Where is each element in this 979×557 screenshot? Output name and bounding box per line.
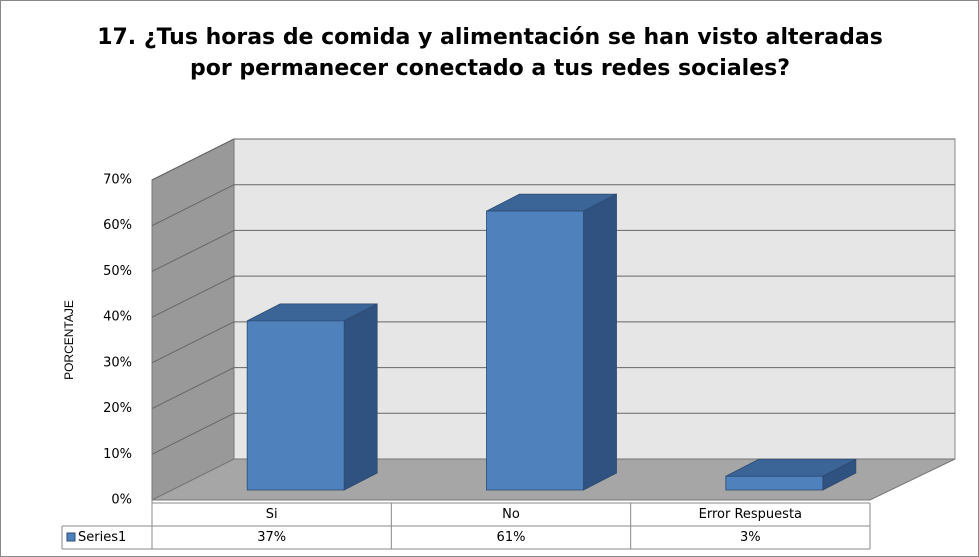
y-axis-label: PORCENTAJE bbox=[62, 300, 76, 380]
x-tick-label: Si bbox=[266, 507, 278, 522]
y-tick-label: 40% bbox=[103, 310, 132, 325]
bar bbox=[725, 458, 857, 491]
legend-key bbox=[66, 532, 76, 542]
grid-line bbox=[151, 229, 235, 272]
y-tick-label: 10% bbox=[103, 447, 132, 462]
bar bbox=[246, 303, 378, 491]
y-tick-label: 60% bbox=[103, 218, 132, 233]
y-tick-label: 0% bbox=[111, 493, 132, 508]
y-tick-label: 70% bbox=[103, 173, 132, 188]
data-label: 3% bbox=[740, 530, 761, 545]
bar-side bbox=[343, 303, 378, 491]
grid-line bbox=[151, 367, 235, 410]
y-tick-label: 30% bbox=[103, 355, 132, 370]
x-tick-label: Error Respuesta bbox=[699, 507, 802, 522]
grid-line bbox=[151, 412, 235, 455]
y-tick-label: 20% bbox=[103, 401, 132, 416]
data-label: 37% bbox=[257, 530, 286, 545]
bar-front bbox=[486, 210, 584, 491]
bar-front bbox=[725, 475, 824, 491]
data-label: 61% bbox=[497, 530, 526, 545]
grid-line bbox=[151, 138, 235, 181]
grid-line bbox=[151, 321, 235, 364]
bar-front bbox=[246, 320, 345, 491]
side-wall bbox=[151, 138, 235, 501]
grid-line bbox=[151, 275, 235, 318]
chart-title: 17. ¿Tus horas de comida y alimentación … bbox=[97, 25, 883, 81]
y-tick-label: 50% bbox=[103, 264, 132, 279]
x-tick-label: No bbox=[502, 507, 520, 522]
bar bbox=[486, 193, 617, 491]
grid-line bbox=[151, 184, 235, 227]
legend-label: Series1 bbox=[78, 530, 126, 545]
bar-side bbox=[583, 193, 617, 491]
